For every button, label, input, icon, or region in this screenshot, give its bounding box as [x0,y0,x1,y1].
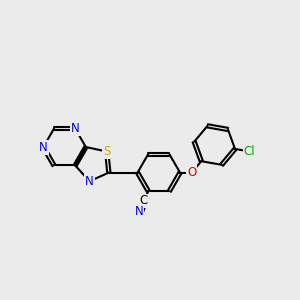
Text: N: N [71,122,80,135]
Text: O: O [187,166,196,179]
Text: N: N [135,206,143,218]
Text: Cl: Cl [244,145,256,158]
Text: C: C [139,194,147,208]
Text: N: N [85,175,94,188]
Text: N: N [39,141,48,154]
Text: S: S [103,145,110,158]
